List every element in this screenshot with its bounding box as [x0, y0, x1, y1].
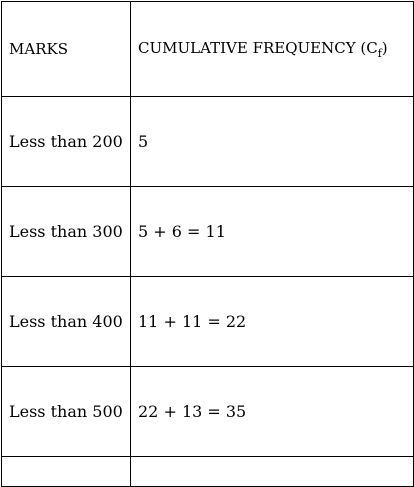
table-header-row: MARKS CUMULATIVE FREQUENCY (Cf) [1, 1, 414, 97]
table-row: Less than 300 5 + 6 = 11 [1, 186, 414, 277]
header-marks: MARKS [1, 1, 131, 97]
table-row-partial [1, 456, 414, 487]
cf-cell-empty [130, 456, 414, 487]
cf-cell: 5 [130, 96, 414, 187]
marks-cell: Less than 400 [1, 276, 131, 367]
header-cf-close: ) [381, 38, 388, 57]
marks-cell-empty [1, 456, 131, 487]
header-cf-subscript: f [377, 46, 382, 60]
marks-cell: Less than 200 [1, 96, 131, 187]
cf-cell: 5 + 6 = 11 [130, 186, 414, 277]
header-cf-text: CUMULATIVE FREQUENCY (C [138, 38, 378, 57]
cf-cell: 11 + 11 = 22 [130, 276, 414, 367]
table-row: Less than 400 11 + 11 = 22 [1, 276, 414, 367]
table-row: Less than 500 22 + 13 = 35 [1, 366, 414, 457]
cf-cell: 22 + 13 = 35 [130, 366, 414, 457]
marks-cell: Less than 500 [1, 366, 131, 457]
table-row: Less than 200 5 [1, 96, 414, 187]
header-cumulative-frequency: CUMULATIVE FREQUENCY (Cf) [130, 1, 414, 97]
marks-cell: Less than 300 [1, 186, 131, 277]
